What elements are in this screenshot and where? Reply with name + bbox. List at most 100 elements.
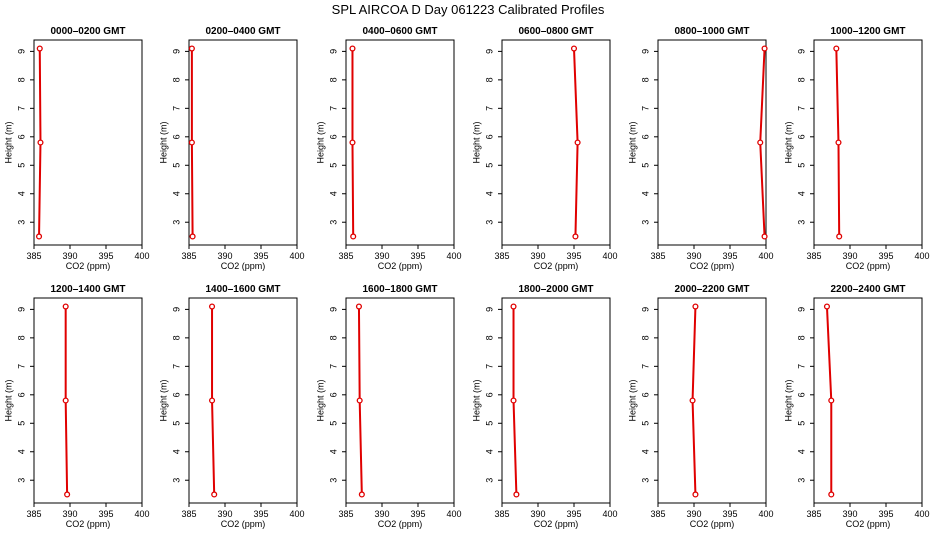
y-tick-label: 7 <box>796 106 806 111</box>
y-tick-label: 4 <box>640 191 650 196</box>
y-tick-label: 8 <box>484 77 494 82</box>
y-tick-label: 3 <box>796 478 806 483</box>
x-axis-label: CO2 (ppm) <box>378 261 423 271</box>
x-axis-label: CO2 (ppm) <box>846 519 891 529</box>
x-tick-label: 400 <box>134 251 149 261</box>
profile-point <box>62 397 69 404</box>
panel-title: 1800–2000 GMT <box>518 284 593 295</box>
x-tick-label: 385 <box>26 509 41 519</box>
y-tick-label: 7 <box>171 364 181 369</box>
x-tick-label: 390 <box>842 251 857 261</box>
x-tick-label: 395 <box>878 251 893 261</box>
y-tick-label: 3 <box>640 478 650 483</box>
x-tick-label: 385 <box>650 251 665 261</box>
y-tick-label: 4 <box>16 191 26 196</box>
x-tick-label: 400 <box>134 509 149 519</box>
y-tick-label: 9 <box>796 49 806 54</box>
profile-point <box>208 303 216 310</box>
y-tick-label: 7 <box>796 364 806 369</box>
panel-5: 1000–1200 GMT 385 390 395 400 3 4 5 6 7 8 9 CO2 (ppm… <box>783 26 929 271</box>
profile-point <box>761 45 768 52</box>
y-tick-label: 4 <box>796 449 806 454</box>
y-tick-label: 9 <box>328 307 338 312</box>
y-tick-label: 6 <box>484 134 494 139</box>
x-tick-label: 400 <box>914 509 929 519</box>
profile-point <box>510 397 517 404</box>
x-tick-label: 390 <box>842 509 857 519</box>
x-tick-label: 395 <box>410 251 425 261</box>
x-axis-label: CO2 (ppm) <box>534 519 579 529</box>
profile-point <box>188 139 195 146</box>
panel-title: 2200–2400 GMT <box>830 284 905 295</box>
x-axis-label: CO2 (ppm) <box>690 519 735 529</box>
plot-frame <box>188 297 298 504</box>
x-axis-label: CO2 (ppm) <box>378 519 423 529</box>
x-tick-label: 400 <box>602 509 617 519</box>
panel-title: 0400–0600 GMT <box>362 26 437 37</box>
y-tick-label: 3 <box>640 220 650 225</box>
profile-point <box>836 233 843 240</box>
y-tick-label: 9 <box>16 307 26 312</box>
y-tick-label: 3 <box>171 220 181 225</box>
y-tick-label: 5 <box>171 421 181 426</box>
x-tick-label: 395 <box>878 509 893 519</box>
panel-9: 1800–2000 GMT 385 390 395 400 3 4 5 6 7 8 9 CO2 (ppm… <box>471 284 617 529</box>
y-axis-label: Height (m) <box>3 121 13 163</box>
y-tick-label: 7 <box>484 364 494 369</box>
y-tick-label: 4 <box>484 449 494 454</box>
plot-frame <box>345 39 455 246</box>
profile-point <box>211 491 218 498</box>
x-tick-label: 395 <box>98 251 113 261</box>
y-tick-label: 3 <box>328 220 338 225</box>
y-tick-label: 6 <box>171 392 181 397</box>
x-tick-label: 400 <box>758 509 773 519</box>
y-tick-label: 9 <box>328 49 338 54</box>
y-tick-label: 9 <box>796 307 806 312</box>
x-tick-label: 385 <box>650 509 665 519</box>
x-tick-label: 395 <box>722 509 737 519</box>
y-tick-label: 6 <box>640 392 650 397</box>
x-tick-label: 390 <box>686 251 701 261</box>
profile-point <box>349 45 356 52</box>
x-tick-label: 390 <box>530 509 545 519</box>
y-tick-label: 7 <box>171 106 181 111</box>
x-axis-label: CO2 (ppm) <box>534 261 579 271</box>
y-tick-label: 5 <box>640 421 650 426</box>
plot-frame <box>657 39 767 246</box>
panel-3: 0600–0800 GMT 385 390 395 400 3 4 5 6 7 8 9 CO2 (ppm… <box>471 26 617 271</box>
y-axis-label: Height (m) <box>627 379 637 421</box>
y-axis-label: Height (m) <box>627 121 637 163</box>
y-tick-label: 4 <box>484 191 494 196</box>
profile-point <box>356 397 363 404</box>
y-tick-label: 3 <box>484 220 494 225</box>
panel-10: 2000–2200 GMT 385 390 395 400 3 4 5 6 7 8 9 CO2 (ppm… <box>627 284 773 529</box>
y-tick-label: 5 <box>328 421 338 426</box>
profile-point <box>692 303 699 310</box>
y-tick-label: 5 <box>328 163 338 168</box>
profile-point <box>358 491 365 498</box>
panel-8: 1600–1800 GMT 385 390 395 400 3 4 5 6 7 8 9 CO2 (ppm… <box>315 284 461 529</box>
y-tick-label: 8 <box>171 335 181 340</box>
plot-frame <box>188 39 298 246</box>
y-tick-label: 8 <box>16 335 26 340</box>
y-axis-label: Height (m) <box>783 121 793 163</box>
profile-point <box>823 303 831 310</box>
y-tick-label: 6 <box>328 134 338 139</box>
x-tick-label: 390 <box>62 251 77 261</box>
y-tick-label: 8 <box>640 77 650 82</box>
x-tick-label: 400 <box>446 509 461 519</box>
y-tick-label: 5 <box>16 163 26 168</box>
y-tick-label: 5 <box>640 163 650 168</box>
y-tick-label: 6 <box>796 392 806 397</box>
panel-title: 1400–1600 GMT <box>205 284 280 295</box>
y-axis-label: Height (m) <box>315 379 325 421</box>
y-tick-label: 9 <box>171 307 181 312</box>
profile-point <box>833 45 840 52</box>
y-axis-label: Height (m) <box>471 121 481 163</box>
plot-frame <box>813 39 923 246</box>
y-tick-label: 8 <box>328 335 338 340</box>
panel-title: 0800–1000 GMT <box>674 26 749 37</box>
y-axis-label: Height (m) <box>158 121 168 163</box>
panel-4: 0800–1000 GMT 385 390 395 400 3 4 5 6 7 8 9 CO2 (ppm… <box>627 26 773 271</box>
panel-2: 0400–0600 GMT 385 390 395 400 3 4 5 6 7 8 9 CO2 (ppm… <box>315 26 461 271</box>
